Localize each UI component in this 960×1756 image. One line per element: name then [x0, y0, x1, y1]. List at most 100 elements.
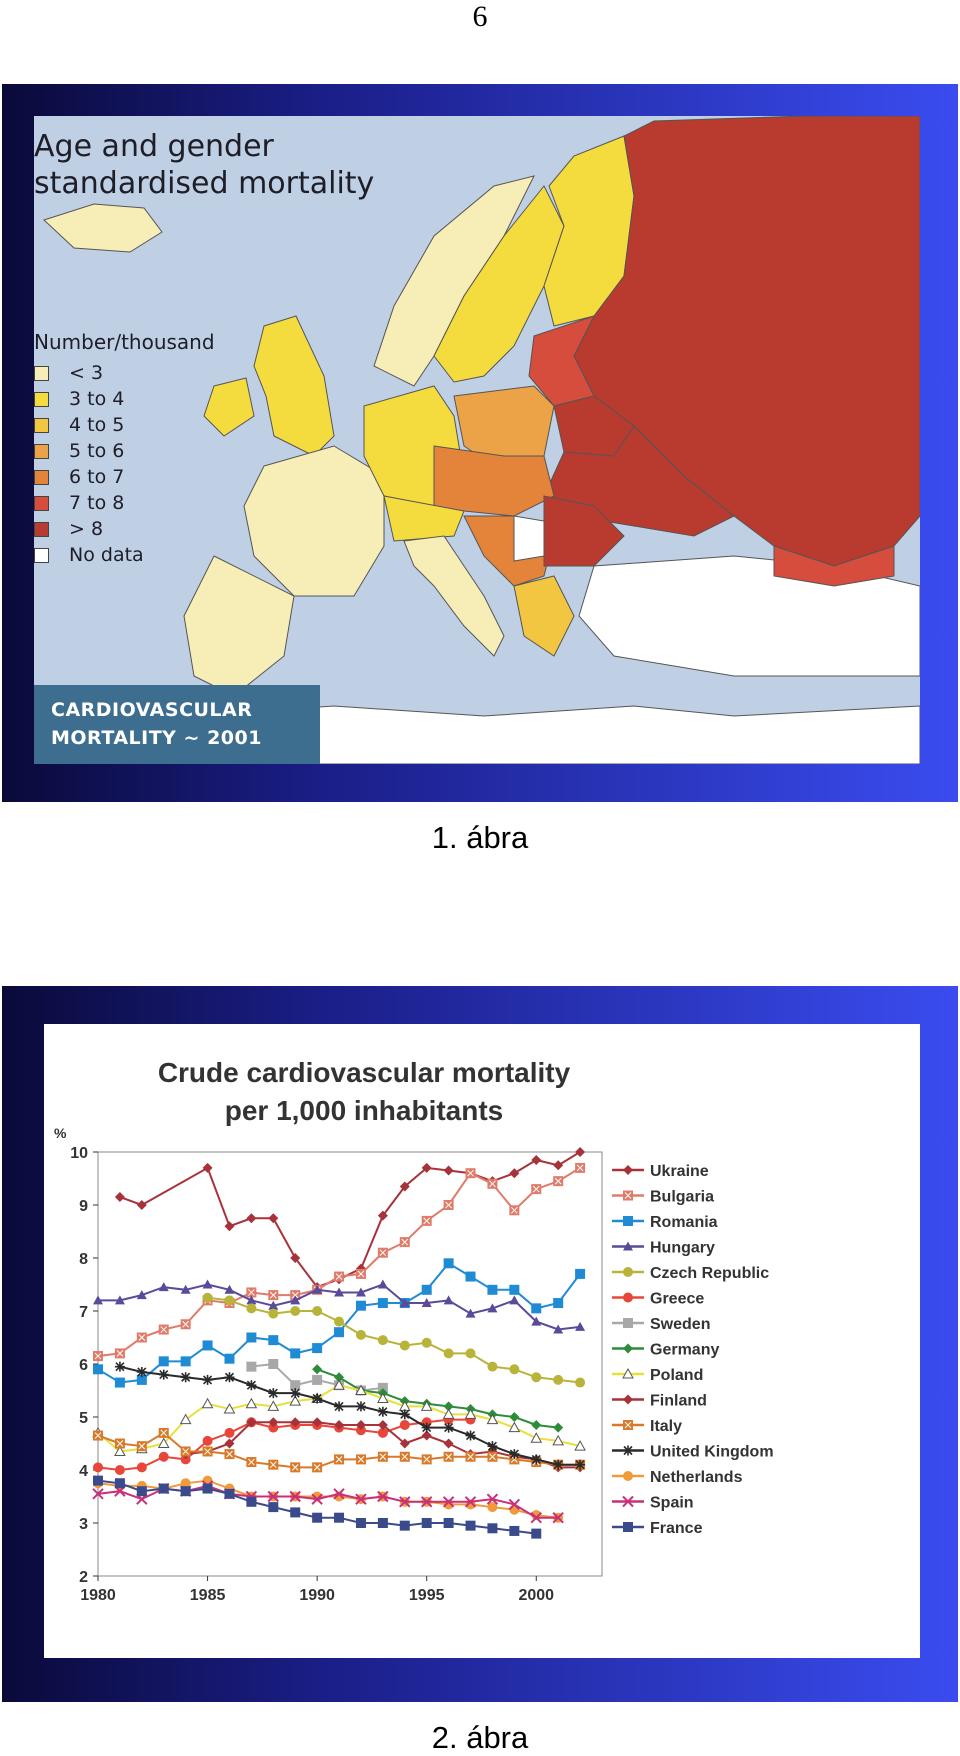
map-region-north-africa — [183, 705, 920, 764]
legend-item-france: France — [612, 1520, 703, 1537]
banner-line-2: MORTALITY ~ 2001 — [51, 727, 262, 749]
data-point — [377, 1419, 388, 1430]
data-point — [443, 1165, 454, 1176]
legend-item: 3 to 4 — [34, 386, 215, 412]
data-point — [442, 1496, 455, 1508]
data-point — [180, 1284, 191, 1294]
data-point — [623, 1420, 633, 1430]
data-point — [623, 1471, 633, 1481]
x-tick-label: 1995 — [409, 1587, 445, 1604]
data-point — [355, 1384, 367, 1395]
data-point — [290, 1306, 301, 1316]
map-region-greece — [513, 575, 575, 657]
data-point — [623, 1318, 633, 1328]
data-point-cross — [554, 1177, 562, 1185]
europe-mortality-map: Age and gender standardised mortality Nu… — [34, 116, 920, 764]
y-tick-label: 7 — [79, 1304, 88, 1321]
data-point — [180, 1446, 191, 1457]
data-point-cross — [182, 1448, 190, 1455]
data-point — [443, 1401, 454, 1412]
data-point — [202, 1162, 213, 1173]
legend-item: 5 to 6 — [34, 438, 215, 464]
series-finland — [180, 1417, 586, 1473]
data-point — [224, 1438, 235, 1449]
y-tick-label: 8 — [79, 1251, 88, 1268]
data-point — [334, 1287, 345, 1297]
legend-label: Finland — [650, 1393, 707, 1410]
data-point — [114, 1192, 125, 1203]
data-point — [312, 1462, 323, 1473]
data-point — [158, 1427, 169, 1438]
legend-item-ukraine: Ukraine — [612, 1163, 709, 1180]
data-point — [399, 1451, 410, 1462]
data-point — [377, 1518, 388, 1528]
y-tick-label: 9 — [79, 1198, 88, 1215]
data-point-cross — [467, 1169, 474, 1177]
data-point — [92, 1488, 104, 1500]
legend-item-czech-republic: Czech Republic — [612, 1265, 769, 1282]
data-point — [246, 1303, 257, 1314]
data-point — [465, 1348, 476, 1359]
data-point — [531, 1419, 542, 1430]
data-point — [311, 1493, 323, 1505]
data-point — [530, 1511, 542, 1524]
data-point — [93, 1364, 103, 1375]
data-point — [465, 1308, 476, 1318]
data-point — [531, 1372, 542, 1383]
legend-label: Bulgaria — [650, 1189, 714, 1206]
data-point — [399, 1298, 410, 1308]
data-point — [552, 1434, 565, 1446]
data-point — [245, 1397, 258, 1409]
data-point — [622, 1495, 634, 1508]
data-point — [377, 1406, 388, 1417]
data-point — [114, 1295, 125, 1305]
map-region-switzerland-austria — [383, 495, 465, 542]
data-point-cross — [291, 1291, 299, 1299]
data-point — [421, 1454, 432, 1465]
data-point-cross — [94, 1432, 102, 1439]
data-point — [443, 1518, 454, 1528]
data-point — [355, 1518, 366, 1528]
data-point — [531, 1454, 542, 1465]
data-point — [574, 1440, 586, 1451]
data-point — [334, 1419, 345, 1430]
data-point — [355, 1425, 366, 1436]
map-region-ireland — [203, 377, 255, 437]
data-point — [623, 1165, 633, 1175]
data-point — [487, 1523, 498, 1534]
map-region-caucasus — [773, 545, 895, 587]
data-point — [465, 1271, 476, 1282]
data-point — [224, 1295, 235, 1306]
data-point — [377, 1279, 388, 1289]
data-point — [623, 1394, 633, 1405]
data-point — [575, 1321, 586, 1331]
page-number: 6 — [472, 0, 488, 33]
data-point — [531, 1528, 542, 1539]
data-point-cross — [335, 1456, 343, 1463]
legend-label: 5 to 6 — [69, 440, 125, 462]
data-point — [377, 1392, 389, 1403]
data-point — [268, 1308, 279, 1319]
map-banner: CARDIOVASCULAR MORTALITY ~ 2001 — [34, 685, 320, 764]
data-point — [93, 1475, 103, 1486]
data-point-cross — [94, 1352, 102, 1360]
data-point — [399, 1181, 410, 1192]
data-point — [377, 1298, 388, 1309]
data-point — [246, 1361, 257, 1372]
series-line-united-kingdom — [119, 1365, 581, 1466]
data-point — [509, 1168, 520, 1179]
data-point — [224, 1221, 235, 1232]
data-point-cross — [467, 1453, 474, 1461]
legend-item-germany: Germany — [612, 1342, 719, 1359]
legend-label: Italy — [650, 1418, 682, 1435]
legend-item: 7 to 8 — [34, 490, 215, 516]
data-point — [334, 1316, 345, 1327]
legend-item-netherlands: Netherlands — [612, 1469, 743, 1486]
data-point — [290, 1253, 301, 1263]
data-point — [246, 1287, 257, 1298]
map-region-france — [243, 445, 385, 597]
data-point — [509, 1284, 520, 1295]
data-point — [224, 1372, 235, 1383]
data-point — [114, 1361, 125, 1372]
data-point — [290, 1417, 301, 1428]
